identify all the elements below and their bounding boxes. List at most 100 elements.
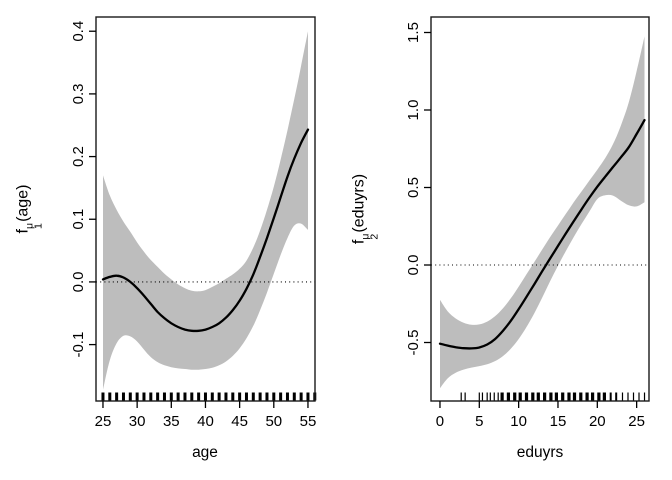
rug-mark: [513, 392, 517, 401]
rug-mark: [197, 392, 201, 401]
rug-mark: [531, 392, 535, 401]
rug-mark: [224, 392, 228, 401]
right-x-axis-title: eduyrs: [516, 444, 564, 461]
y-tick-label: 0.5: [405, 177, 422, 198]
x-tick-label: 30: [129, 413, 146, 430]
rug-mark: [156, 392, 160, 401]
rug-mark: [121, 392, 125, 401]
rug-mark: [590, 392, 595, 401]
rug-mark: [500, 392, 504, 401]
rug-mark: [478, 392, 480, 401]
rug-mark: [142, 392, 146, 401]
confidence-band: [440, 36, 645, 389]
right-ylabel-sub: 2: [368, 233, 381, 240]
rug-mark: [621, 392, 624, 401]
rug-mark: [135, 392, 139, 401]
rug-mark: [579, 392, 583, 401]
rug-mark: [561, 392, 565, 401]
rug-mark: [272, 392, 276, 401]
rug-mark: [149, 392, 153, 401]
x-tick-label: 10: [510, 413, 527, 430]
rug-mark: [597, 392, 601, 401]
y-tick-label: 0.4: [70, 21, 87, 42]
rug-mark: [627, 392, 629, 401]
rug-mark: [638, 392, 640, 401]
rug-mark: [190, 392, 194, 401]
y-tick-label: -0.1: [70, 332, 87, 358]
plot-box: [430, 16, 650, 402]
left-ylabel-base: f: [14, 228, 32, 234]
x-tick-label: 25: [95, 413, 112, 430]
fit-line: [438, 118, 646, 350]
x-tick-label: 50: [265, 413, 282, 430]
left-x-axis-title: age: [192, 444, 218, 461]
y-tick-label: 1.5: [405, 22, 422, 43]
x-tick-label: 35: [163, 413, 180, 430]
rug-mark: [609, 392, 612, 401]
rug-mark: [162, 392, 166, 401]
right-panel-plot: 0 5 10 15 20 25 -0.5 0.0 0.5 1.0 1.5: [405, 16, 650, 430]
rug-mark: [251, 392, 255, 401]
rug-mark: [643, 392, 646, 401]
rug-mark: [265, 392, 269, 401]
x-tick-label: 20: [589, 413, 606, 430]
rug-mark: [183, 392, 187, 401]
x-tick-label: 15: [550, 413, 567, 430]
x-tick-label: 40: [197, 413, 214, 430]
y-tick-label: 0.3: [70, 83, 87, 104]
left-y-axis-title: f μ 1 (age): [14, 184, 45, 234]
rug-mark: [217, 392, 221, 401]
rug-mark: [549, 392, 553, 401]
rug-mark: [210, 392, 214, 401]
rug-mark: [299, 392, 303, 401]
left-ylabel-arg: (age): [14, 184, 32, 222]
rug-mark: [169, 392, 173, 401]
rug-mark: [481, 392, 484, 401]
rug-mark: [567, 392, 571, 401]
rug-mark: [258, 392, 262, 401]
rug-mark: [543, 392, 547, 401]
rug-mark: [460, 392, 462, 401]
rug-mark: [524, 392, 529, 401]
rug-mark: [244, 392, 248, 401]
rug-mark: [101, 392, 105, 401]
y-tick-label: -0.5: [405, 330, 422, 356]
right-ylabel-arg: (eduyrs): [350, 173, 368, 233]
x-tick-label: 25: [628, 413, 645, 430]
rug-mark: [285, 392, 289, 401]
rug-mark: [554, 392, 559, 401]
rug-mark: [486, 392, 488, 401]
left-ylabel-sub: 1: [32, 223, 45, 229]
rug-mark: [506, 392, 511, 401]
rug-mark: [464, 392, 466, 401]
confidence-band: [103, 31, 308, 390]
rug-mark: [238, 392, 242, 401]
rug-mark: [615, 392, 618, 401]
rug-mark: [493, 392, 495, 401]
rug-mark: [585, 392, 589, 401]
rug-mark: [115, 392, 119, 401]
rug-mark: [632, 392, 635, 401]
rug-mark: [536, 392, 540, 401]
left-panel-plot: 25 30 35 40 45 50 55 -0.1 0.0 0.1 0.2 0.3 0.4: [70, 16, 317, 430]
y-tick-label: 1.0: [405, 100, 422, 121]
fit-line: [101, 128, 310, 333]
x-tick-label: 55: [300, 413, 317, 430]
x-tick-label: 45: [231, 413, 248, 430]
y-tick-label: 0.1: [70, 209, 87, 230]
right-y-axis-title: f μ 2 (eduyrs): [350, 173, 381, 245]
rug-mark: [602, 392, 606, 401]
rug-mark: [292, 392, 296, 401]
rug-mark: [128, 392, 132, 401]
rug-mark: [489, 392, 491, 401]
rug-mark: [279, 392, 283, 401]
rug-mark: [203, 392, 207, 401]
y-tick-label: 0.0: [70, 271, 87, 292]
right-ylabel-base: f: [350, 239, 368, 245]
rug-mark: [306, 392, 310, 401]
rug-mark: [497, 392, 499, 401]
